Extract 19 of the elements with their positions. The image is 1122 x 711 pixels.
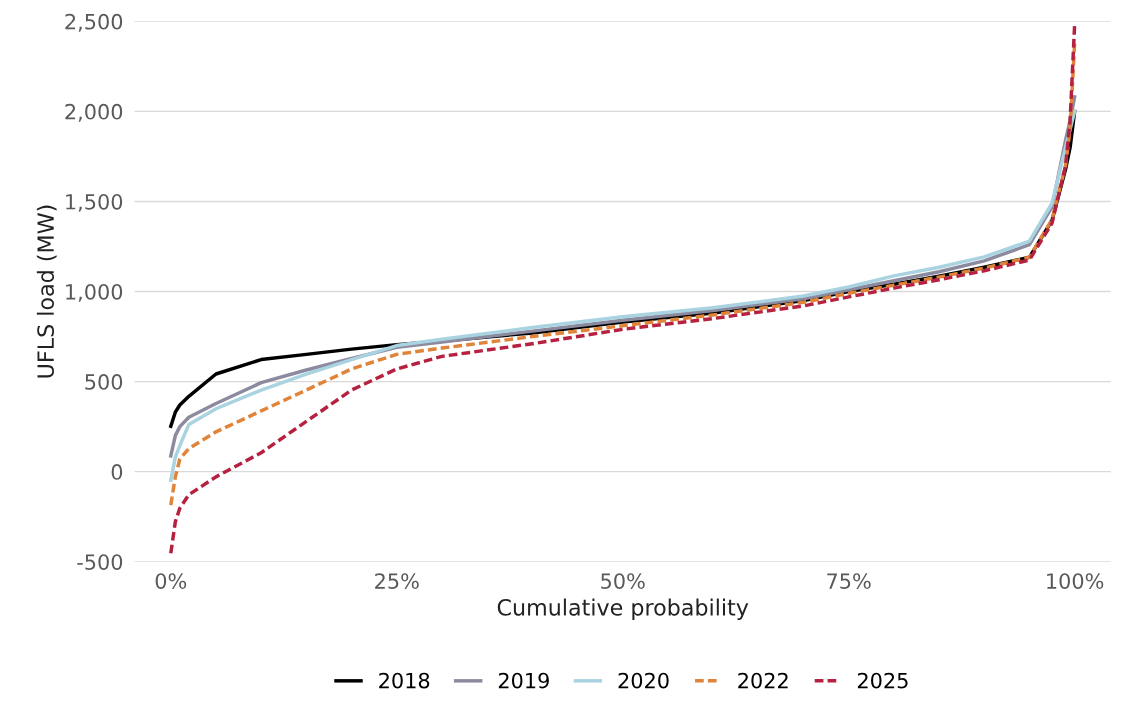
x-tick-label: 50% xyxy=(601,573,645,589)
y-tick-label: 1,000 xyxy=(66,283,123,302)
legend-label: 2018 xyxy=(379,672,430,689)
legend-label: 2019 xyxy=(498,672,549,689)
legend-label: 2022 xyxy=(738,672,788,689)
x-tick-label: 25% xyxy=(375,573,419,589)
y-tick-label: 1,500 xyxy=(66,193,123,212)
legend-label: 2025 xyxy=(857,672,908,689)
y-axis-title: UFLS load (MW) xyxy=(36,205,57,378)
x-tick-label: 100% xyxy=(1047,573,1104,589)
x-axis-title: Cumulative probability xyxy=(497,598,749,621)
y-tick-label: -500 xyxy=(77,554,123,570)
legend-label: 2020 xyxy=(618,672,669,689)
x-tick-label: 75% xyxy=(827,573,871,589)
x-tick-label: 0% xyxy=(155,573,187,589)
y-tick-label: 500 xyxy=(85,374,123,390)
y-tick-label: 2,000 xyxy=(65,103,123,122)
y-tick-label: 2,500 xyxy=(65,13,123,32)
y-tick-label: 0 xyxy=(111,464,123,480)
